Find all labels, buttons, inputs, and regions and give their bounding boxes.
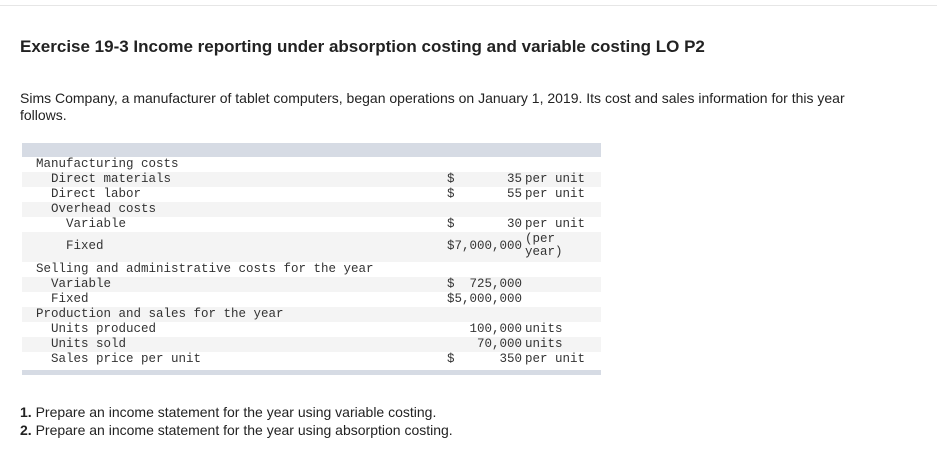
row-label: Fixed <box>66 239 104 253</box>
row-dollar: $ <box>447 187 455 201</box>
row-unit: (per year) <box>525 232 563 259</box>
row-label: Overhead costs <box>51 202 157 216</box>
row-label: Direct labor <box>51 187 142 201</box>
row-dollar: $5,000,000 <box>447 292 523 306</box>
row-label: Units sold <box>51 337 127 351</box>
table-row: Production and sales for the year <box>22 307 601 322</box>
row-label: Production and sales for the year <box>36 307 284 321</box>
table-row: Selling and administrative costs for the… <box>22 262 601 277</box>
row-label: Sales price per unit <box>51 352 202 366</box>
row-amount: 725,000 <box>469 277 522 291</box>
table-row: Direct materials $35 per unit <box>22 172 601 187</box>
table-row: Units sold 70,000 units <box>22 337 601 352</box>
table-row: Overhead costs <box>22 202 601 217</box>
row-label: Variable <box>51 277 112 291</box>
row-amount: 30 <box>506 217 522 231</box>
row-amount: 350 <box>499 352 522 366</box>
task-item: 1. Prepare an income statement for the y… <box>20 403 453 421</box>
page-title: Exercise 19-3 Income reporting under abs… <box>20 37 705 56</box>
row-label: Selling and administrative costs for the… <box>36 262 374 276</box>
intro-line: Sims Company, a manufacturer of tablet c… <box>20 90 845 106</box>
intro-line: follows. <box>20 107 67 123</box>
row-dollar: $7,000,000 <box>447 239 523 253</box>
row-dollar: $ <box>447 172 455 186</box>
row-unit: units <box>525 322 563 336</box>
row-unit: per unit <box>525 217 586 231</box>
row-unit: per unit <box>525 172 586 186</box>
table-row: Direct labor $55 per unit <box>22 187 601 202</box>
top-divider <box>0 5 937 6</box>
row-amount: 70,000 <box>476 337 522 351</box>
intro-paragraph: Sims Company, a manufacturer of tablet c… <box>20 90 937 124</box>
table-row: Fixed $5,000,000 <box>22 292 601 307</box>
table-row: Variable $725,000 <box>22 277 601 292</box>
table-row: Units produced 100,000 units <box>22 322 601 337</box>
table-row: Variable $30 per unit <box>22 217 601 232</box>
row-label: Variable <box>66 217 127 231</box>
task-number: 2. <box>20 422 32 438</box>
row-dollar: $ <box>447 352 455 366</box>
row-amount: 55 <box>506 187 522 201</box>
task-list: 1. Prepare an income statement for the y… <box>20 403 453 439</box>
table-row: Sales price per unit $350 per unit <box>22 352 601 367</box>
row-label: Units produced <box>51 322 157 336</box>
table-row: Manufacturing costs <box>22 157 601 172</box>
table-header-bar <box>22 143 601 157</box>
row-unit: per unit <box>525 187 586 201</box>
row-label: Direct materials <box>51 172 172 186</box>
row-unit: units <box>525 337 563 351</box>
row-amount: 35 <box>506 172 522 186</box>
task-text: Prepare an income statement for the year… <box>31 404 437 420</box>
table-row: Fixed $7,000,000 (per year) <box>22 232 601 262</box>
row-label: Fixed <box>51 292 89 306</box>
cost-sales-table: Manufacturing costs Direct materials $35 pe… <box>22 143 601 375</box>
row-dollar: $ <box>447 277 455 291</box>
row-amount: 100,000 <box>469 322 522 336</box>
row-label: Manufacturing costs <box>36 157 179 171</box>
task-text: Prepare an income statement for the year… <box>31 422 453 438</box>
task-item: 2. Prepare an income statement for the y… <box>20 421 453 439</box>
table-footer-bar <box>22 370 601 375</box>
row-dollar: $ <box>447 217 455 231</box>
row-unit: per unit <box>525 352 586 366</box>
task-number: 1. <box>20 404 32 420</box>
